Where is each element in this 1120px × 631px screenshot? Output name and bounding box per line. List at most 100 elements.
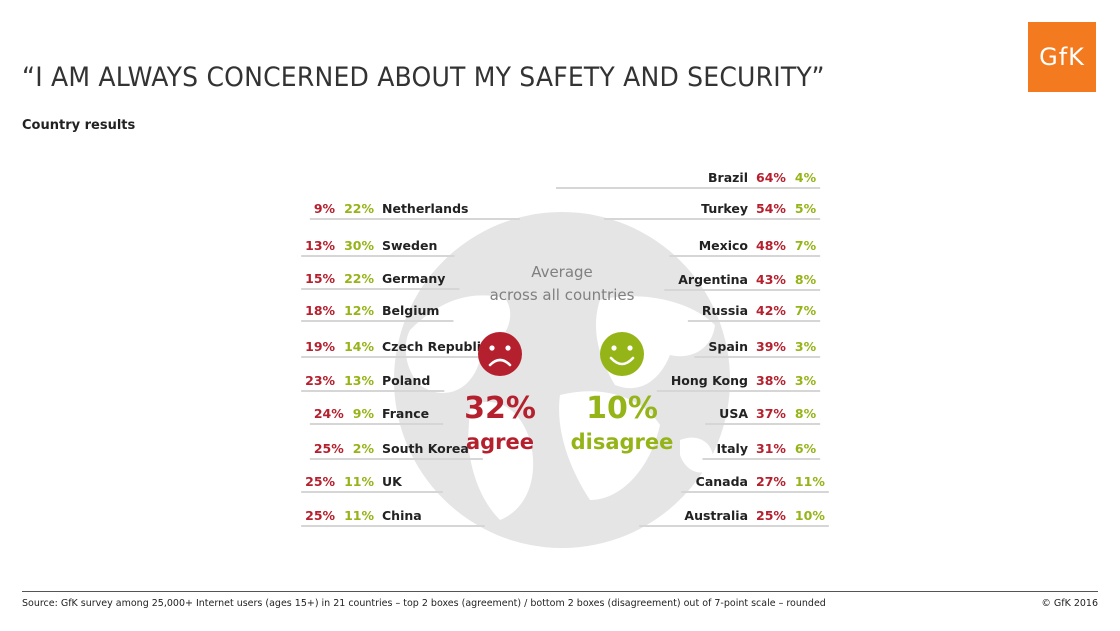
continent-shape (680, 437, 714, 473)
agree-value: 48% (756, 238, 786, 253)
country-name: Netherlands (382, 201, 468, 216)
agree-value: 31% (756, 441, 786, 456)
agree-value: 64% (756, 170, 786, 185)
country-row: Russia 42% 7% (687, 303, 821, 322)
disagree-value: 7% (795, 238, 817, 253)
agree-value: 43% (756, 272, 786, 287)
copyright: © GfK 2016 (1041, 598, 1098, 609)
country-name: Argentina (678, 272, 748, 287)
agree-value: 18% (305, 303, 335, 318)
country-name: Turkey (701, 201, 748, 216)
country-results-chart: Netherlands 22% 9% Sweden 30% 13% Germany 22% 15… (301, 170, 829, 548)
country-row: Italy 31% 6% (702, 441, 821, 460)
continent-shape (405, 295, 511, 393)
country-name: UK (382, 474, 403, 489)
country-name: Czech Republic (382, 339, 488, 354)
face-circle (600, 332, 644, 376)
face-mouth (609, 356, 635, 366)
disagree-value: 11% (344, 474, 374, 489)
country-row: Netherlands 22% 9% (309, 201, 521, 220)
sad-face-icon (478, 332, 522, 376)
left-country-list: Netherlands 22% 9% Sweden 30% 13% Germany 22% 15… (301, 201, 521, 527)
country-row: Hong Kong 38% 3% (656, 373, 821, 392)
disagree-value: 22% (344, 271, 374, 286)
average-block: Average across all countries 32% agree 10% di… (464, 263, 673, 454)
agree-value: 42% (756, 303, 786, 318)
footer-divider (22, 591, 1098, 592)
disagree-value: 8% (795, 406, 817, 421)
disagree-value: 10% (795, 508, 825, 523)
disagree-value: 22% (344, 201, 374, 216)
country-name: Australia (684, 508, 748, 523)
happy-face-icon (600, 332, 644, 376)
country-name: South Korea (382, 441, 469, 456)
disagree-value: 4% (795, 170, 817, 185)
country-row: Australia 25% 10% (639, 508, 829, 527)
country-row: South Korea 2% 25% (309, 441, 483, 460)
agree-value: 27% (756, 474, 786, 489)
disagree-value: 7% (795, 303, 817, 318)
country-row: Sweden 30% 13% (301, 238, 455, 257)
country-name: USA (719, 406, 748, 421)
agree-value: 24% (314, 406, 344, 421)
country-name: Italy (717, 441, 749, 456)
country-name: Hong Kong (671, 373, 748, 388)
agree-value: 54% (756, 201, 786, 216)
disagree-value: 3% (795, 373, 817, 388)
country-row: UK 11% 25% (301, 474, 443, 493)
country-row: Germany 22% 15% (301, 271, 460, 290)
country-name: Poland (382, 373, 430, 388)
continent-shape (468, 401, 534, 520)
agree-value: 23% (305, 373, 335, 388)
disagree-value: 30% (344, 238, 374, 253)
agree-value: 13% (305, 238, 335, 253)
face-eye (505, 345, 511, 351)
country-row: Belgium 12% 18% (301, 303, 454, 322)
country-row: Brazil 64% 4% (556, 170, 821, 189)
face-eye (611, 345, 617, 351)
average-disagree-label: disagree (571, 430, 674, 454)
country-row: USA 37% 8% (705, 406, 821, 425)
agree-value: 9% (314, 201, 336, 216)
face-eye (489, 345, 495, 351)
country-name: Germany (382, 271, 445, 286)
disagree-value: 13% (344, 373, 374, 388)
country-row: Spain 39% 3% (694, 339, 821, 358)
face-eye (627, 345, 633, 351)
disagree-value: 9% (353, 406, 375, 421)
average-label: Average (531, 263, 593, 281)
country-row: Argentina 43% 8% (664, 272, 821, 291)
continent-shape (559, 391, 660, 500)
country-name: Mexico (699, 238, 749, 253)
page-subtitle: Country results (22, 118, 136, 133)
country-row: Turkey 54% 5% (603, 201, 821, 220)
disagree-value: 5% (795, 201, 817, 216)
country-name: Canada (696, 474, 748, 489)
disagree-value: 11% (344, 508, 374, 523)
agree-value: 25% (305, 508, 335, 523)
globe-illustration (394, 212, 730, 548)
disagree-value: 12% (344, 303, 374, 318)
country-row: Poland 13% 23% (301, 373, 445, 392)
face-mouth (488, 358, 512, 367)
source-note: Source: GfK survey among 25,000+ Interne… (22, 598, 826, 609)
country-row: China 11% 25% (301, 508, 485, 527)
disagree-value: 3% (795, 339, 817, 354)
page-title: “I AM ALWAYS CONCERNED ABOUT MY SAFETY A… (22, 62, 825, 93)
country-name: Russia (702, 303, 748, 318)
agree-value: 38% (756, 373, 786, 388)
agree-value: 15% (305, 271, 335, 286)
average-agree-label: agree (466, 430, 534, 454)
face-circle (478, 332, 522, 376)
agree-value: 19% (305, 339, 335, 354)
country-name: China (382, 508, 422, 523)
country-name: Spain (708, 339, 748, 354)
country-name: Brazil (708, 170, 748, 185)
agree-value: 39% (756, 339, 786, 354)
disagree-value: 6% (795, 441, 817, 456)
disagree-value: 11% (795, 474, 825, 489)
disagree-value: 14% (344, 339, 374, 354)
agree-value: 25% (314, 441, 344, 456)
country-name: France (382, 406, 429, 421)
country-row: Canada 27% 11% (681, 474, 829, 493)
